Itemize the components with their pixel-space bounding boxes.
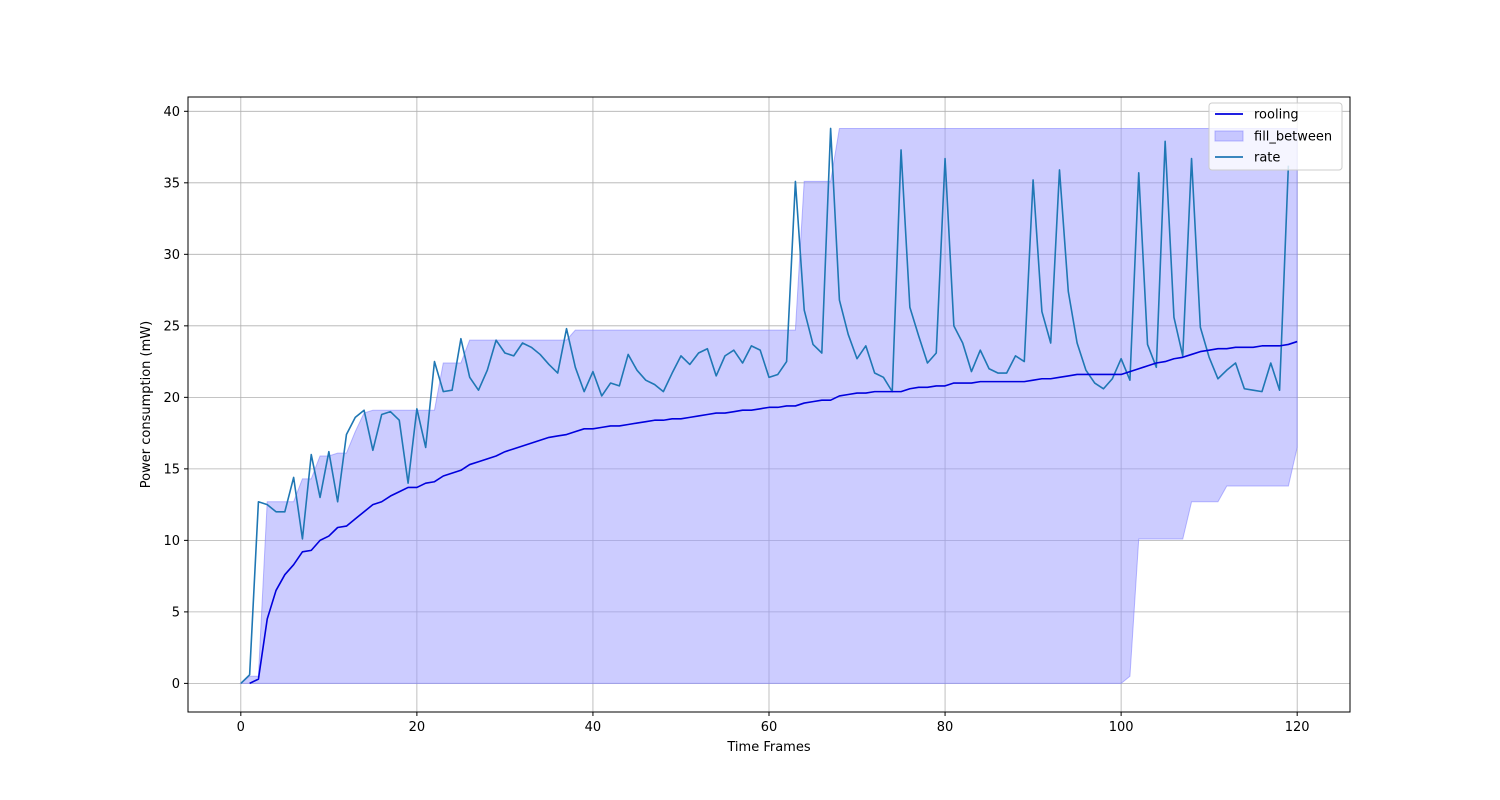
legend: rooling fill_between rate	[1208, 102, 1343, 171]
legend-swatch-fill-between	[1214, 130, 1244, 142]
x-tick-label: 80	[937, 720, 954, 735]
x-axis-label: Time Frames	[726, 740, 810, 755]
axis-ticks: 0 20 40 60 80 100 120 0 5 10 15 20 25 30 35 40	[163, 105, 1309, 735]
legend-box	[1208, 102, 1343, 171]
x-tick-label: 0	[237, 720, 245, 735]
legend-label-rooling: rooling	[1254, 108, 1299, 123]
series-line-rate	[240, 127, 1290, 684]
series-line-rooling	[249, 340, 1298, 685]
fill-between-area	[239, 127, 1298, 684]
y-tick-label: 40	[163, 105, 180, 120]
x-tick-label: 60	[761, 720, 778, 735]
series-lines	[240, 127, 1298, 685]
x-tick-label: 40	[585, 720, 602, 735]
legend-label-fill-between: fill_between	[1254, 130, 1332, 145]
y-tick-label: 5	[172, 605, 180, 620]
x-tick-label: 120	[1285, 720, 1310, 735]
y-axis-label: Power consumption (mW)	[139, 321, 154, 488]
y-tick-label: 10	[163, 534, 180, 549]
legend-label-rate: rate	[1254, 151, 1280, 166]
x-tick-label: 100	[1109, 720, 1134, 735]
y-tick-label: 0	[172, 677, 180, 692]
y-tick-label: 25	[163, 319, 180, 334]
fill-between-band	[239, 127, 1298, 684]
y-tick-label: 30	[163, 248, 180, 263]
y-tick-label: 20	[163, 391, 180, 406]
y-tick-label: 15	[163, 462, 180, 477]
x-tick-label: 20	[409, 720, 426, 735]
y-tick-label: 35	[163, 176, 180, 191]
